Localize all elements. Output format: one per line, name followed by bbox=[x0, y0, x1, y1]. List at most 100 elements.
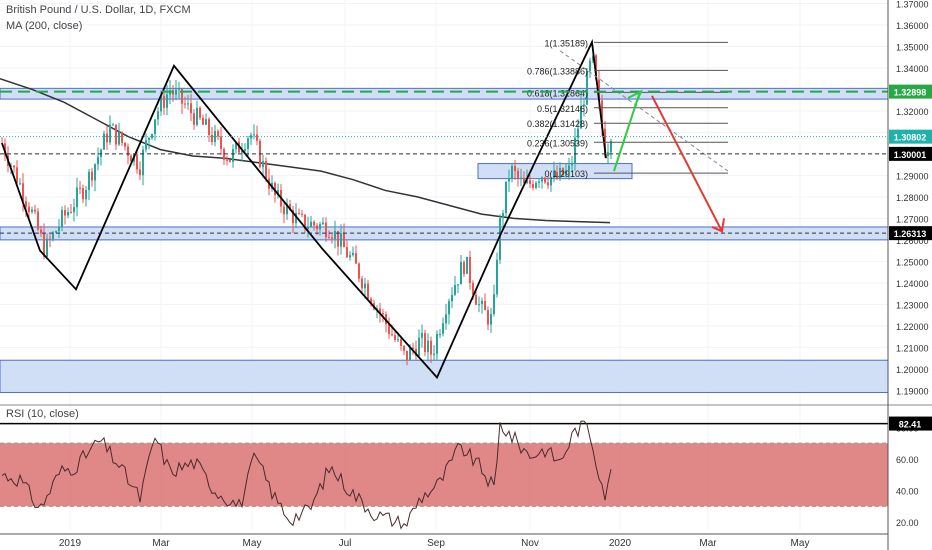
candle-body bbox=[556, 171, 558, 179]
candle-body bbox=[400, 339, 402, 346]
candle-body bbox=[568, 165, 570, 171]
candle-body bbox=[52, 232, 54, 240]
candle-body bbox=[115, 124, 117, 145]
candle-body bbox=[352, 252, 354, 256]
candle-body bbox=[181, 88, 183, 104]
candle-body bbox=[520, 177, 522, 179]
candle-body bbox=[16, 167, 18, 184]
time-tick-label-7: Mar bbox=[699, 538, 717, 549]
price-tag-label-3: 1.26313 bbox=[894, 229, 927, 239]
candle-body bbox=[496, 259, 498, 295]
price-tag-box-0 bbox=[889, 84, 932, 99]
price-tag-label-2: 1.30001 bbox=[894, 150, 927, 160]
candle-body bbox=[358, 263, 360, 279]
candle-body bbox=[49, 238, 51, 240]
candle-body bbox=[316, 225, 318, 230]
candle-body bbox=[490, 314, 492, 325]
candle-body bbox=[433, 353, 435, 355]
candle-body bbox=[73, 207, 75, 213]
price-axis[interactable]: 1.370001.360001.350001.340001.330001.320… bbox=[887, 0, 932, 550]
candle-body bbox=[430, 340, 432, 355]
fib-label-5: 0.236(1.30539) bbox=[527, 138, 588, 148]
price-tick-label-18: 1.19000 bbox=[896, 386, 929, 396]
candle-body bbox=[484, 300, 486, 311]
candle-body bbox=[223, 149, 225, 160]
fib-label-6: 0(1.29103) bbox=[544, 169, 588, 179]
candle-body bbox=[265, 161, 267, 179]
time-tick-label-5: Nov bbox=[521, 538, 539, 549]
candle-body bbox=[367, 283, 369, 299]
rsi-tick-label-2: 40.00 bbox=[896, 487, 919, 497]
time-axis[interactable]: 2019 Mar May Jul Sep Nov 2020 Mar May bbox=[0, 533, 888, 549]
candle-body bbox=[43, 233, 45, 257]
candle-body bbox=[379, 308, 381, 314]
candle-body bbox=[109, 124, 111, 143]
candle-body bbox=[103, 133, 105, 150]
candle-body bbox=[583, 104, 585, 106]
candle-body bbox=[559, 168, 561, 179]
candle-body bbox=[190, 103, 192, 114]
candle-body bbox=[340, 233, 342, 247]
candle-body bbox=[289, 204, 291, 210]
candle-body bbox=[610, 140, 612, 153]
wave-zigzag bbox=[1, 38, 607, 380]
candle-body bbox=[322, 222, 324, 225]
candle-body bbox=[229, 159, 231, 162]
candle-body bbox=[28, 206, 30, 213]
fib-label-4: 0.382(1.31428) bbox=[527, 119, 588, 129]
horizontal-levels bbox=[0, 90, 888, 234]
candle-body bbox=[445, 314, 447, 324]
candle-body bbox=[592, 55, 594, 61]
candle-body bbox=[295, 213, 297, 224]
candle-body bbox=[61, 209, 63, 227]
candle-body bbox=[100, 149, 102, 157]
price-tag-label-0: 1.32898 bbox=[894, 88, 927, 98]
fib-label-2: 0.618(1.32864) bbox=[527, 88, 588, 98]
candle-body bbox=[304, 214, 306, 229]
candle-body bbox=[64, 209, 66, 216]
candle-body bbox=[175, 89, 177, 95]
candle-body bbox=[529, 180, 531, 184]
candle-body bbox=[55, 231, 57, 233]
candle-body bbox=[232, 149, 234, 162]
candle-body bbox=[178, 88, 180, 90]
candle-body bbox=[136, 154, 138, 170]
arrow-red-head bbox=[711, 218, 725, 233]
candle-body bbox=[451, 294, 453, 302]
candle-body bbox=[562, 168, 564, 176]
price-tick-label-11: 1.26000 bbox=[896, 236, 929, 246]
price-tag-box-1 bbox=[889, 129, 932, 144]
chart-title: British Pound / U.S. Dollar, 1D, FXCM bbox=[6, 4, 191, 16]
candle-body bbox=[256, 134, 258, 141]
price-tick-label-15: 1.22000 bbox=[896, 322, 929, 332]
candle-body bbox=[481, 300, 483, 305]
candle-body bbox=[34, 209, 36, 212]
candle-body bbox=[121, 131, 123, 143]
candle-body bbox=[511, 165, 513, 179]
candle-body bbox=[469, 256, 471, 284]
candle-body bbox=[544, 177, 546, 183]
candle-body bbox=[334, 231, 336, 239]
candle-body bbox=[442, 323, 444, 334]
candle-body bbox=[97, 156, 99, 165]
candle-body bbox=[67, 212, 69, 216]
candle-body bbox=[94, 164, 96, 181]
candle-body bbox=[160, 96, 162, 112]
candle-body bbox=[349, 255, 351, 258]
candle-body bbox=[370, 298, 372, 304]
candle-body bbox=[106, 133, 108, 143]
candle-body bbox=[538, 181, 540, 183]
candle-body bbox=[124, 142, 126, 147]
candle-body bbox=[607, 152, 609, 157]
candle-body bbox=[235, 141, 237, 150]
candle-body bbox=[574, 137, 576, 164]
candle-body bbox=[571, 163, 573, 166]
price-tag-box-3 bbox=[889, 226, 932, 241]
candle-body bbox=[421, 333, 423, 338]
candle-body bbox=[25, 201, 27, 207]
time-tick-label-1: Mar bbox=[152, 538, 170, 549]
candle-body bbox=[478, 304, 480, 306]
candle-body bbox=[274, 182, 276, 196]
price-tick-label-5: 1.32000 bbox=[896, 107, 929, 117]
